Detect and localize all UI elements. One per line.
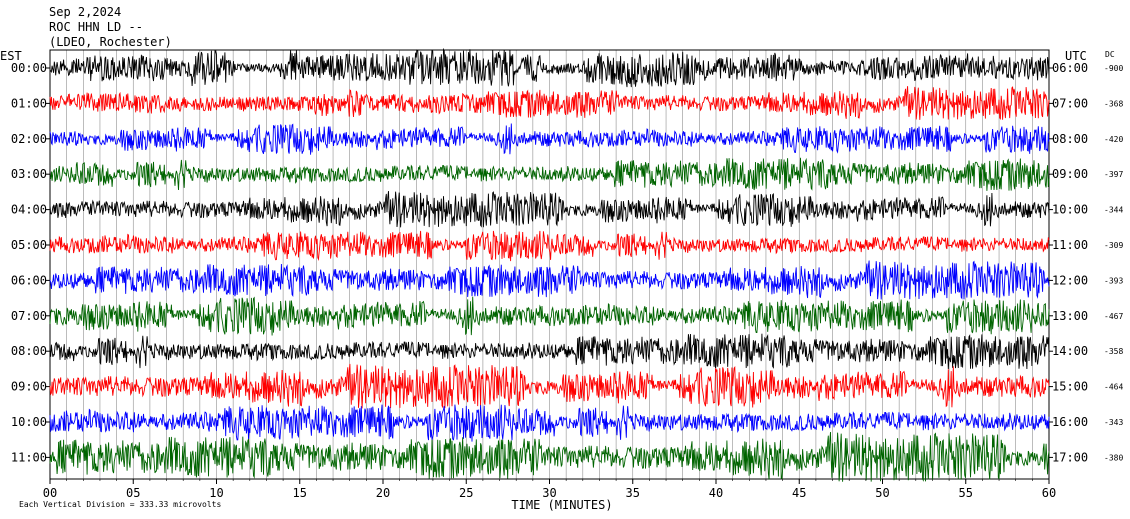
dc-value: -467 bbox=[1104, 312, 1123, 321]
trace-07:00 bbox=[49, 296, 1050, 336]
x-tick-label: 45 bbox=[792, 486, 806, 500]
trace-06:00 bbox=[49, 260, 1050, 300]
trace-09:00 bbox=[49, 363, 1050, 409]
dc-value: -397 bbox=[1104, 170, 1123, 179]
dc-value: -309 bbox=[1104, 241, 1123, 250]
x-tick-label: 20 bbox=[376, 486, 390, 500]
dc-value: -344 bbox=[1104, 206, 1123, 215]
dc-value: -368 bbox=[1104, 99, 1123, 108]
utc-label: 14:00 bbox=[1052, 344, 1088, 358]
x-tick-label: 35 bbox=[626, 486, 640, 500]
x-tick-label: 15 bbox=[293, 486, 307, 500]
dc-value: -380 bbox=[1104, 453, 1123, 462]
utc-label: 09:00 bbox=[1052, 167, 1088, 181]
utc-label: 11:00 bbox=[1052, 238, 1088, 252]
trace-00:00 bbox=[49, 47, 1050, 88]
est-label: 00:00 bbox=[11, 61, 47, 75]
x-tick-label: 55 bbox=[959, 486, 973, 500]
dc-value: -343 bbox=[1104, 418, 1123, 427]
header-date: Sep 2,2024 bbox=[49, 5, 122, 19]
est-label: 03:00 bbox=[11, 167, 47, 181]
est-label: 04:00 bbox=[11, 203, 47, 217]
utc-label: 12:00 bbox=[1052, 273, 1088, 287]
x-tick-label: 05 bbox=[126, 486, 140, 500]
x-axis-title: TIME (MINUTES) bbox=[511, 498, 612, 512]
trace-05:00 bbox=[49, 230, 1050, 262]
trace-08:00 bbox=[49, 333, 1050, 370]
trace-03:00 bbox=[49, 157, 1050, 191]
header-station: ROC HHN LD -- bbox=[49, 20, 143, 34]
est-label: 06:00 bbox=[11, 273, 47, 287]
est-label: 05:00 bbox=[11, 238, 47, 252]
est-label: 10:00 bbox=[11, 415, 47, 429]
utc-label: 08:00 bbox=[1052, 132, 1088, 146]
trace-04:00 bbox=[49, 191, 1050, 228]
est-label: 02:00 bbox=[11, 132, 47, 146]
scale-note: Each Vertical Division = 333.33 microvol… bbox=[19, 500, 221, 509]
est-label: 08:00 bbox=[11, 344, 47, 358]
x-tick-label: 60 bbox=[1042, 486, 1056, 500]
dc-value: -900 bbox=[1104, 64, 1123, 73]
utc-label: 07:00 bbox=[1052, 96, 1088, 110]
utc-label: 06:00 bbox=[1052, 61, 1088, 75]
est-label: 07:00 bbox=[11, 309, 47, 323]
utc-label: 10:00 bbox=[1052, 203, 1088, 217]
est-label: 11:00 bbox=[11, 450, 47, 464]
x-tick-label: 40 bbox=[709, 486, 723, 500]
est-label: 01:00 bbox=[11, 96, 47, 110]
x-tick-label: 50 bbox=[875, 486, 889, 500]
est-axis-title: EST bbox=[0, 49, 22, 63]
dc-value: -464 bbox=[1104, 383, 1123, 392]
trace-11:00 bbox=[49, 431, 1050, 482]
x-tick-label: 00 bbox=[43, 486, 57, 500]
x-tick-label: 25 bbox=[459, 486, 473, 500]
dc-value: -358 bbox=[1104, 347, 1123, 356]
dc-value: -420 bbox=[1104, 135, 1123, 144]
x-tick-label: 30 bbox=[542, 486, 556, 500]
trace-01:00 bbox=[49, 86, 1050, 121]
utc-axis-title: UTC bbox=[1065, 49, 1087, 63]
dc-axis-title: DC bbox=[1105, 50, 1115, 59]
utc-label: 17:00 bbox=[1052, 450, 1088, 464]
dc-value: -393 bbox=[1104, 276, 1123, 285]
trace-02:00 bbox=[49, 123, 1050, 155]
x-tick-label: 10 bbox=[209, 486, 223, 500]
est-label: 09:00 bbox=[11, 380, 47, 394]
trace-10:00 bbox=[49, 404, 1050, 442]
utc-label: 13:00 bbox=[1052, 309, 1088, 323]
utc-label: 15:00 bbox=[1052, 380, 1088, 394]
utc-label: 16:00 bbox=[1052, 415, 1088, 429]
header-network: (LDEO, Rochester) bbox=[49, 35, 172, 49]
